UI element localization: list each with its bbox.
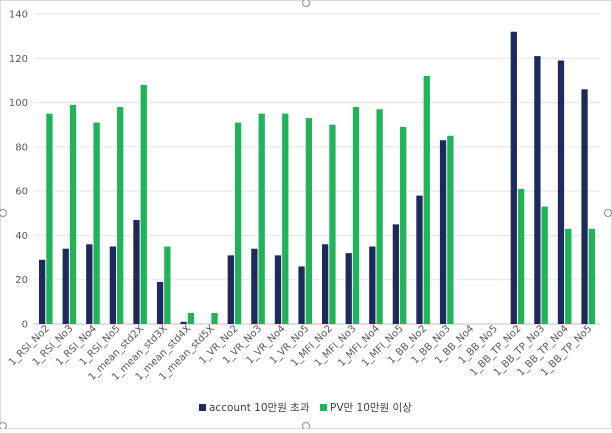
legend-label: PV만 10만원 이상: [330, 402, 412, 414]
bar-series-2[interactable]: [234, 122, 242, 325]
bar-series-1[interactable]: [156, 281, 164, 324]
y-tick-label: 120: [9, 54, 28, 65]
legend-label: account 10만원 초과: [209, 402, 310, 414]
bar-series-1[interactable]: [534, 56, 541, 324]
y-tick-label: 20: [15, 275, 28, 286]
legend-swatch: [320, 404, 327, 411]
bar-series-2[interactable]: [211, 312, 218, 324]
bar-series-2[interactable]: [352, 107, 360, 324]
bar-series-1[interactable]: [345, 253, 352, 324]
selection-handle-top[interactable]: [302, 0, 310, 7]
y-tick-label: 140: [9, 10, 28, 21]
bar-series-2[interactable]: [69, 104, 77, 325]
bar-series-1[interactable]: [227, 255, 234, 324]
bar-series-2[interactable]: [117, 107, 124, 324]
bar-series-2[interactable]: [282, 113, 289, 325]
bar-series-1[interactable]: [133, 219, 140, 324]
bar-series-2[interactable]: [423, 76, 430, 324]
bar-series-1[interactable]: [38, 259, 46, 324]
bar-series-2[interactable]: [305, 118, 313, 324]
bar-series-2[interactable]: [541, 206, 548, 324]
selection-handle-left[interactable]: [0, 209, 7, 217]
bar-series-1[interactable]: [251, 248, 258, 324]
legend-swatch: [199, 404, 206, 411]
bar-series-2[interactable]: [329, 124, 336, 324]
y-tick-label: 40: [15, 231, 28, 242]
y-tick-label: 80: [15, 142, 28, 153]
bar-series-2[interactable]: [588, 228, 596, 324]
bar-series-1[interactable]: [298, 266, 305, 324]
bar-series-1[interactable]: [439, 140, 447, 324]
bar-series-2[interactable]: [140, 84, 147, 324]
bar-series-1[interactable]: [392, 224, 400, 324]
bar-series-1[interactable]: [416, 195, 423, 324]
legend: account 10만원 초과 PV만 10만원 이상: [199, 402, 412, 414]
bar-series-2[interactable]: [447, 135, 454, 324]
bars: [38, 31, 596, 325]
selection-handle-right[interactable]: [604, 209, 612, 217]
bar-series-2[interactable]: [400, 126, 407, 324]
bar-series-2[interactable]: [517, 188, 525, 324]
y-axis-ticks: 0 20 40 60 80 100 120 140: [9, 10, 28, 331]
bar-series-1[interactable]: [510, 31, 517, 324]
bar-series-1[interactable]: [62, 248, 69, 324]
gridlines: [34, 13, 600, 325]
y-tick-label: 60: [15, 187, 28, 198]
y-tick-label: 100: [9, 98, 28, 109]
bar-series-2[interactable]: [258, 113, 265, 325]
bar-series-2[interactable]: [164, 246, 171, 325]
bar-series-1[interactable]: [369, 246, 376, 325]
selection-handle-bottom[interactable]: [302, 422, 310, 430]
bar-series-2[interactable]: [187, 312, 195, 324]
selection-handle-bottom-left[interactable]: [0, 422, 7, 430]
bar-series-2[interactable]: [46, 113, 53, 325]
bar-series-1[interactable]: [581, 89, 588, 325]
bar-series-1[interactable]: [86, 244, 93, 324]
bar-series-1[interactable]: [274, 255, 282, 324]
bar-series-1[interactable]: [321, 244, 329, 324]
bar-series-1[interactable]: [180, 321, 187, 324]
bar-series-1[interactable]: [557, 60, 565, 325]
bar-series-1[interactable]: [109, 246, 117, 325]
bar-series-2[interactable]: [376, 109, 383, 324]
y-tick-label: 0: [22, 320, 28, 331]
bar-series-2[interactable]: [565, 228, 572, 324]
bar-series-2[interactable]: [93, 122, 100, 325]
